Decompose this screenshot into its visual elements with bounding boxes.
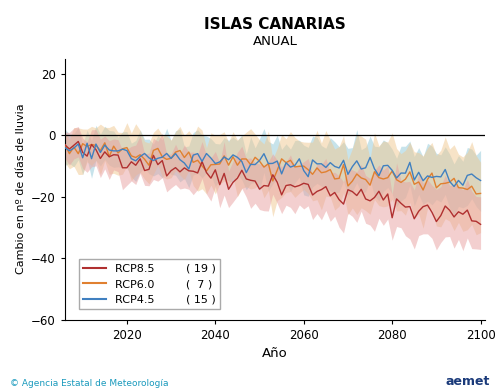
Y-axis label: Cambio en nº de días de lluvia: Cambio en nº de días de lluvia bbox=[16, 104, 26, 275]
Text: © Agencia Estatal de Meteorología: © Agencia Estatal de Meteorología bbox=[10, 379, 168, 388]
Text: aemet: aemet bbox=[446, 375, 490, 388]
Legend: RCP8.5         ( 19 ), RCP6.0         (  7 ), RCP4.5         ( 15 ): RCP8.5 ( 19 ), RCP6.0 ( 7 ), RCP4.5 ( 15… bbox=[79, 259, 220, 309]
Text: ANUAL: ANUAL bbox=[252, 35, 298, 48]
X-axis label: Año: Año bbox=[262, 347, 288, 360]
Text: ISLAS CANARIAS: ISLAS CANARIAS bbox=[204, 18, 346, 32]
